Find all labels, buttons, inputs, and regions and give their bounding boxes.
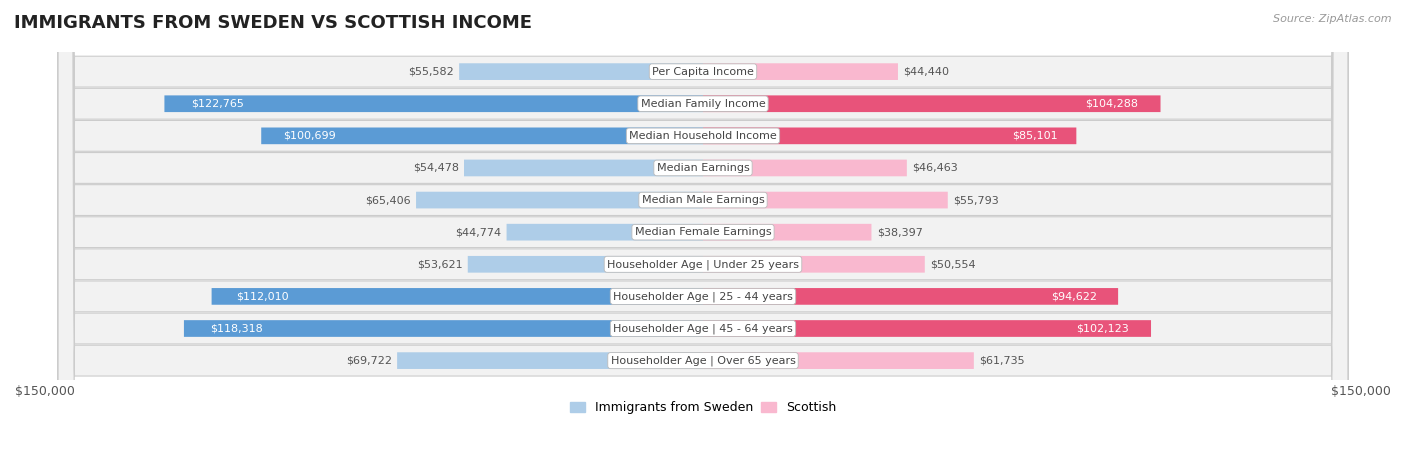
Text: $102,123: $102,123 [1076, 324, 1129, 333]
Text: $44,440: $44,440 [903, 67, 949, 77]
FancyBboxPatch shape [464, 160, 703, 177]
Text: Median Family Income: Median Family Income [641, 99, 765, 109]
Text: $85,101: $85,101 [1012, 131, 1057, 141]
FancyBboxPatch shape [468, 256, 703, 273]
FancyBboxPatch shape [396, 352, 703, 369]
FancyBboxPatch shape [703, 320, 1152, 337]
Text: Median Male Earnings: Median Male Earnings [641, 195, 765, 205]
Text: Source: ZipAtlas.com: Source: ZipAtlas.com [1274, 14, 1392, 24]
FancyBboxPatch shape [58, 0, 1348, 467]
Text: Householder Age | Under 25 years: Householder Age | Under 25 years [607, 259, 799, 269]
Text: Median Earnings: Median Earnings [657, 163, 749, 173]
Text: Per Capita Income: Per Capita Income [652, 67, 754, 77]
FancyBboxPatch shape [506, 224, 703, 241]
FancyBboxPatch shape [703, 256, 925, 273]
Text: $55,582: $55,582 [408, 67, 454, 77]
FancyBboxPatch shape [416, 192, 703, 208]
FancyBboxPatch shape [58, 0, 1348, 467]
Text: $50,554: $50,554 [929, 259, 976, 269]
FancyBboxPatch shape [703, 192, 948, 208]
Text: $54,478: $54,478 [413, 163, 458, 173]
FancyBboxPatch shape [184, 320, 703, 337]
Text: $69,722: $69,722 [346, 356, 392, 366]
Text: $44,774: $44,774 [456, 227, 502, 237]
FancyBboxPatch shape [165, 95, 703, 112]
FancyBboxPatch shape [58, 0, 1348, 467]
Text: $112,010: $112,010 [236, 291, 288, 301]
Text: Median Female Earnings: Median Female Earnings [634, 227, 772, 237]
FancyBboxPatch shape [58, 0, 1348, 467]
FancyBboxPatch shape [211, 288, 703, 305]
Text: $122,765: $122,765 [191, 99, 245, 109]
FancyBboxPatch shape [703, 95, 1160, 112]
Text: $46,463: $46,463 [912, 163, 957, 173]
Text: Householder Age | Over 65 years: Householder Age | Over 65 years [610, 355, 796, 366]
Text: $104,288: $104,288 [1084, 99, 1137, 109]
FancyBboxPatch shape [703, 224, 872, 241]
Text: $94,622: $94,622 [1052, 291, 1097, 301]
Text: $38,397: $38,397 [877, 227, 922, 237]
FancyBboxPatch shape [58, 0, 1348, 467]
FancyBboxPatch shape [58, 0, 1348, 467]
Text: Householder Age | 45 - 64 years: Householder Age | 45 - 64 years [613, 323, 793, 334]
Text: $53,621: $53,621 [416, 259, 463, 269]
FancyBboxPatch shape [460, 63, 703, 80]
Text: $55,793: $55,793 [953, 195, 998, 205]
Text: IMMIGRANTS FROM SWEDEN VS SCOTTISH INCOME: IMMIGRANTS FROM SWEDEN VS SCOTTISH INCOM… [14, 14, 531, 32]
FancyBboxPatch shape [58, 0, 1348, 467]
FancyBboxPatch shape [703, 288, 1118, 305]
Text: $118,318: $118,318 [209, 324, 263, 333]
Text: $100,699: $100,699 [284, 131, 336, 141]
Legend: Immigrants from Sweden, Scottish: Immigrants from Sweden, Scottish [565, 396, 841, 419]
FancyBboxPatch shape [703, 63, 898, 80]
FancyBboxPatch shape [58, 0, 1348, 467]
FancyBboxPatch shape [58, 0, 1348, 467]
FancyBboxPatch shape [703, 160, 907, 177]
Text: $65,406: $65,406 [366, 195, 411, 205]
FancyBboxPatch shape [58, 0, 1348, 467]
Text: $61,735: $61,735 [979, 356, 1025, 366]
FancyBboxPatch shape [262, 127, 703, 144]
Text: Median Household Income: Median Household Income [628, 131, 778, 141]
FancyBboxPatch shape [703, 352, 974, 369]
FancyBboxPatch shape [703, 127, 1077, 144]
Text: Householder Age | 25 - 44 years: Householder Age | 25 - 44 years [613, 291, 793, 302]
